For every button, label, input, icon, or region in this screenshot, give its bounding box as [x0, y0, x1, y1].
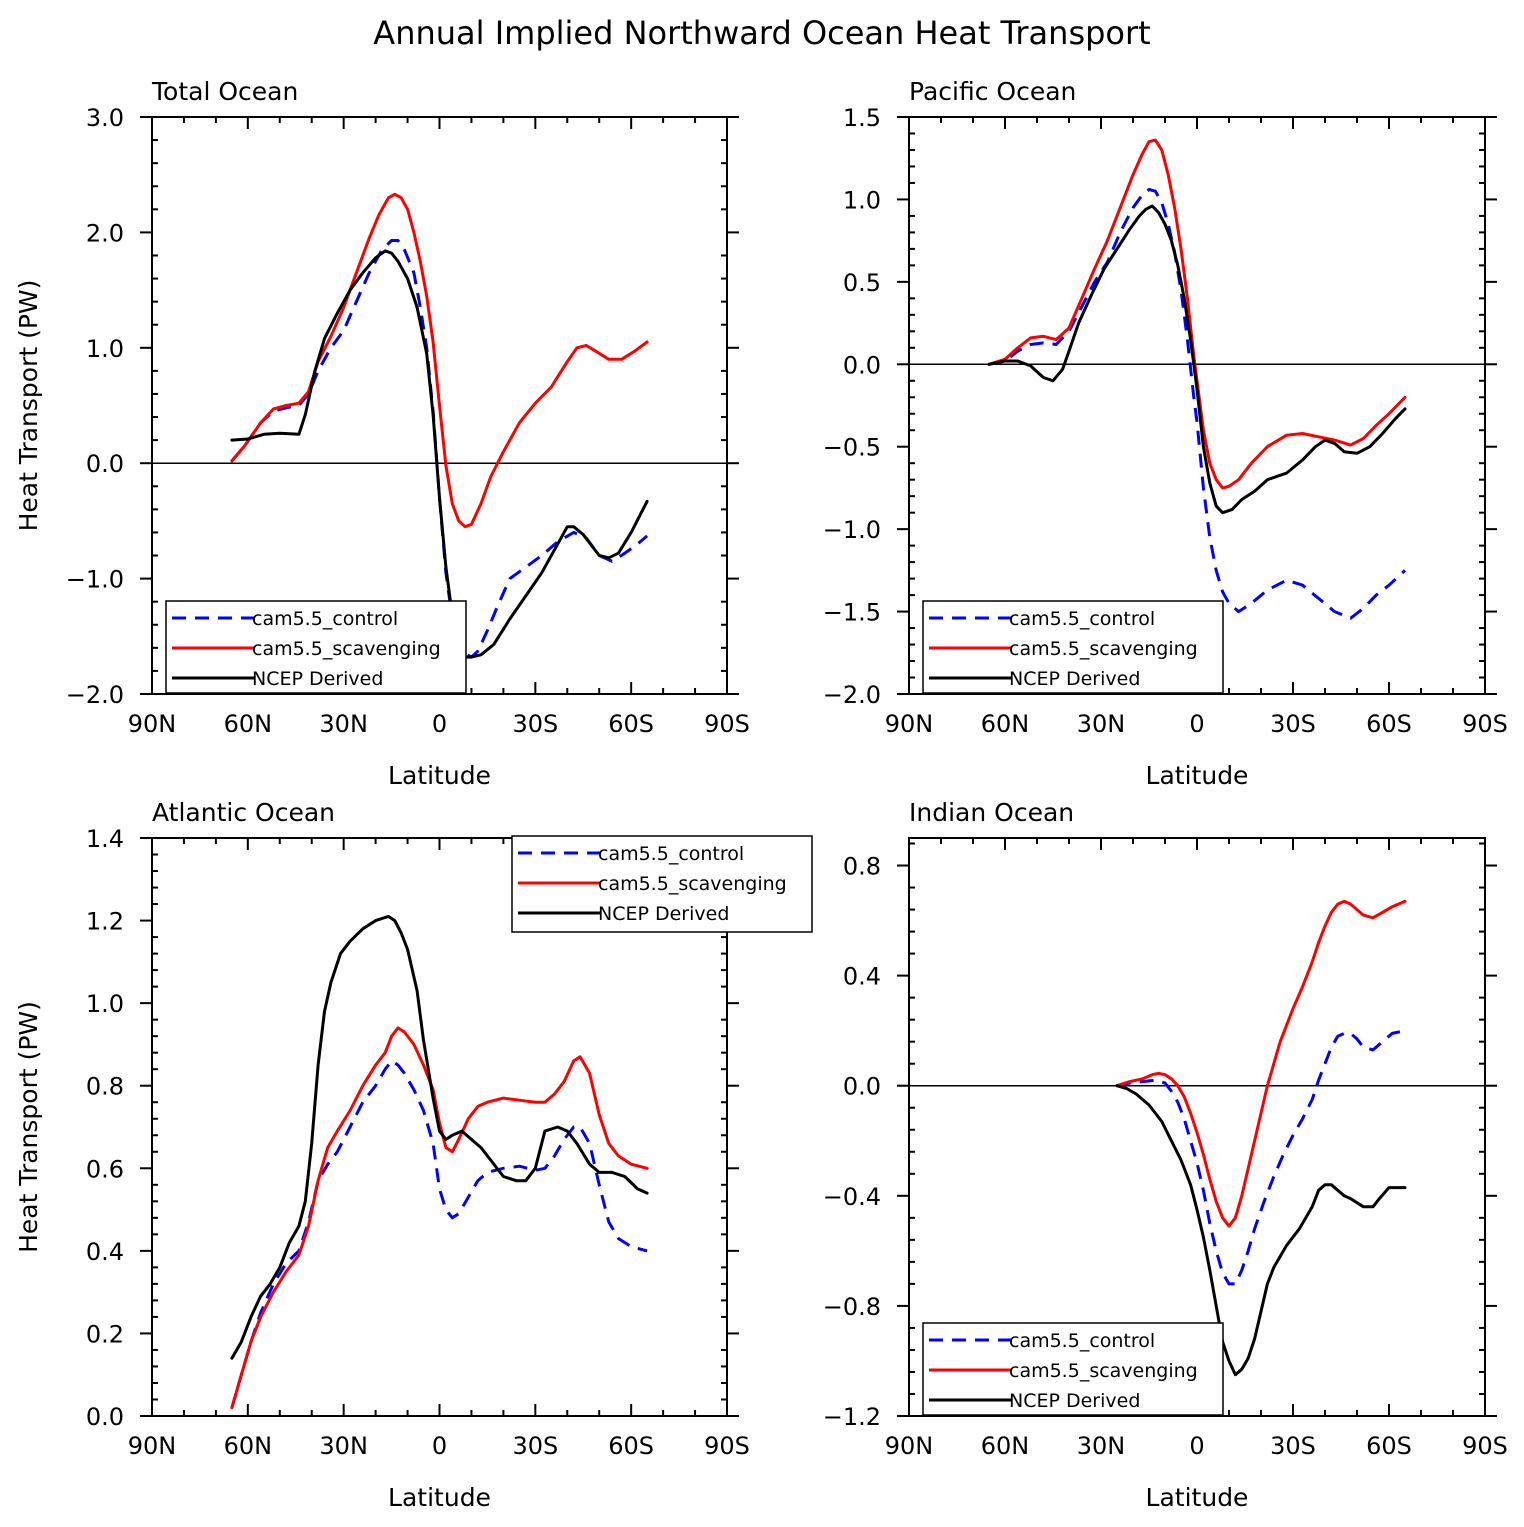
- legend: cam5.5_control cam5.5_scavenging NCEP Deri…: [922, 1322, 1224, 1416]
- y-tick-label: −1.0: [823, 516, 881, 544]
- series-line-cam5-5-scavenging: [230, 1026, 649, 1410]
- panel-indian-ocean: Indian Ocean 90N 60N 30N 0 30S 60S 90S −1.2 −0.8 −…: [823, 798, 1508, 1512]
- y-tick-label: 0.4: [86, 1238, 124, 1266]
- x-tick-label: 30N: [1077, 710, 1126, 738]
- x-tick-label: 0: [1189, 1432, 1204, 1460]
- x-axis-label: Latitude: [1146, 761, 1249, 790]
- x-tick-label: 90S: [704, 1432, 750, 1460]
- x-tick-label: 90N: [128, 1432, 177, 1460]
- y-tick-label: −1.5: [823, 599, 881, 627]
- series-line-ncep-derived: [987, 204, 1407, 515]
- series-line-cam5-5-control: [230, 239, 649, 659]
- y-tick-label: 0.0: [86, 1403, 124, 1431]
- x-tick-label: 0: [432, 710, 447, 738]
- x-tick-label: 30N: [319, 1432, 368, 1460]
- legend-label: cam5.5_scavenging: [1009, 1360, 1198, 1382]
- series-line-ncep-derived: [230, 914, 649, 1360]
- panel-title: Atlantic Ocean: [152, 798, 335, 827]
- panel-atlantic-ocean: Atlantic Ocean 90N 60N 30N 0 30S 60S 90S 0.0 0.2 0…: [14, 798, 813, 1512]
- y-tick-label: 0.2: [86, 1320, 124, 1348]
- panel-total-ocean: Total Ocean 90N 60N 30N 0 30S 60S 90S −2.0 −1.0 0.…: [14, 77, 750, 790]
- x-tick-label: 60N: [981, 710, 1030, 738]
- y-tick-label: 1.0: [86, 990, 124, 1018]
- legend-label: NCEP Derived: [252, 668, 383, 690]
- legend-label: cam5.5_scavenging: [598, 873, 787, 895]
- legend-label: cam5.5_control: [1009, 1330, 1155, 1352]
- x-tick-label: 30N: [1077, 1432, 1126, 1460]
- y-tick-label: −0.5: [823, 434, 881, 462]
- y-tick-label: 0.0: [843, 351, 881, 379]
- y-axis-label: Heat Transport (PW): [14, 280, 43, 532]
- x-tick-label: 90S: [1462, 1432, 1508, 1460]
- y-tick-label: 0.0: [843, 1073, 881, 1101]
- legend: cam5.5_control cam5.5_scavenging NCEP Deri…: [511, 835, 813, 933]
- y-tick-label: 0.4: [843, 963, 881, 991]
- y-tick-label: 0.8: [86, 1073, 124, 1101]
- x-tick-label: 0: [432, 1432, 447, 1460]
- y-tick-label: 1.5: [843, 104, 881, 132]
- x-tick-label: 90S: [704, 710, 750, 738]
- y-tick-label: −0.8: [823, 1293, 881, 1321]
- x-axis-label: Latitude: [388, 1483, 491, 1512]
- x-tick-label: 90N: [885, 1432, 934, 1460]
- x-tick-label: 30S: [512, 1432, 558, 1460]
- x-tick-label: 60S: [608, 1432, 654, 1460]
- y-tick-label: 0.5: [843, 269, 881, 297]
- panel-title: Total Ocean: [151, 77, 298, 106]
- y-tick-label: 0.6: [86, 1155, 124, 1183]
- legend-label: cam5.5_scavenging: [252, 638, 441, 660]
- x-tick-label: 60N: [981, 1432, 1030, 1460]
- series-line-ncep-derived: [230, 249, 649, 659]
- x-tick-label: 30S: [512, 710, 558, 738]
- x-tick-label: 60N: [224, 710, 273, 738]
- panel-title: Pacific Ocean: [909, 77, 1076, 106]
- legend-label: cam5.5_control: [1009, 608, 1155, 630]
- legend-label: cam5.5_scavenging: [1009, 638, 1198, 660]
- y-tick-label: 0.0: [86, 450, 124, 478]
- x-tick-label: 60N: [224, 1432, 273, 1460]
- y-tick-label: −1.2: [823, 1403, 881, 1431]
- series-line-ncep-derived: [1115, 1084, 1407, 1377]
- legend-label: cam5.5_control: [252, 608, 398, 630]
- legend-label: cam5.5_control: [598, 843, 744, 865]
- series-line-cam5-5-scavenging: [1115, 899, 1407, 1228]
- y-tick-label: 1.0: [86, 335, 124, 363]
- y-tick-label: −2.0: [66, 681, 124, 709]
- x-axis-label: Latitude: [1146, 1483, 1249, 1512]
- legend: cam5.5_control cam5.5_scavenging NCEP Deri…: [165, 600, 467, 694]
- legend-label: NCEP Derived: [1009, 668, 1140, 690]
- y-tick-label: 1.4: [86, 825, 124, 853]
- panel-title: Indian Ocean: [909, 798, 1074, 827]
- x-tick-label: 30N: [319, 710, 368, 738]
- x-tick-label: 30S: [1270, 1432, 1316, 1460]
- x-tick-label: 0: [1189, 710, 1204, 738]
- y-tick-label: 0.8: [843, 853, 881, 881]
- x-tick-label: 60S: [1366, 710, 1412, 738]
- x-tick-label: 90N: [885, 710, 934, 738]
- legend-label: NCEP Derived: [1009, 1390, 1140, 1412]
- series-line-cam5-5-scavenging: [987, 138, 1407, 490]
- y-tick-label: −2.0: [823, 681, 881, 709]
- y-tick-label: −1.0: [66, 566, 124, 594]
- panel-pacific-ocean: Pacific Ocean 90N 60N 30N 0 30S 60S 90S −2.0 −1.5…: [823, 77, 1508, 790]
- x-axis-label: Latitude: [388, 761, 491, 790]
- y-tick-label: 2.0: [86, 219, 124, 247]
- series-line-cam5-5-control: [988, 188, 1407, 620]
- x-tick-label: 90N: [128, 710, 177, 738]
- x-tick-label: 30S: [1270, 710, 1316, 738]
- y-tick-label: 3.0: [86, 104, 124, 132]
- figure-title: Annual Implied Northward Ocean Heat Tran…: [373, 14, 1150, 52]
- y-axis-label: Heat Transport (PW): [14, 1001, 43, 1253]
- y-tick-label: 1.2: [86, 908, 124, 936]
- legend: cam5.5_control cam5.5_scavenging NCEP Deri…: [922, 600, 1224, 694]
- x-tick-label: 60S: [1366, 1432, 1412, 1460]
- x-tick-label: 90S: [1462, 710, 1508, 738]
- series-line-cam5-5-scavenging: [230, 192, 649, 529]
- x-tick-label: 60S: [608, 710, 654, 738]
- y-tick-label: 1.0: [843, 186, 881, 214]
- series-line-cam5-5-control: [1116, 1029, 1406, 1286]
- legend-label: NCEP Derived: [598, 903, 729, 925]
- y-tick-label: −0.4: [823, 1183, 881, 1211]
